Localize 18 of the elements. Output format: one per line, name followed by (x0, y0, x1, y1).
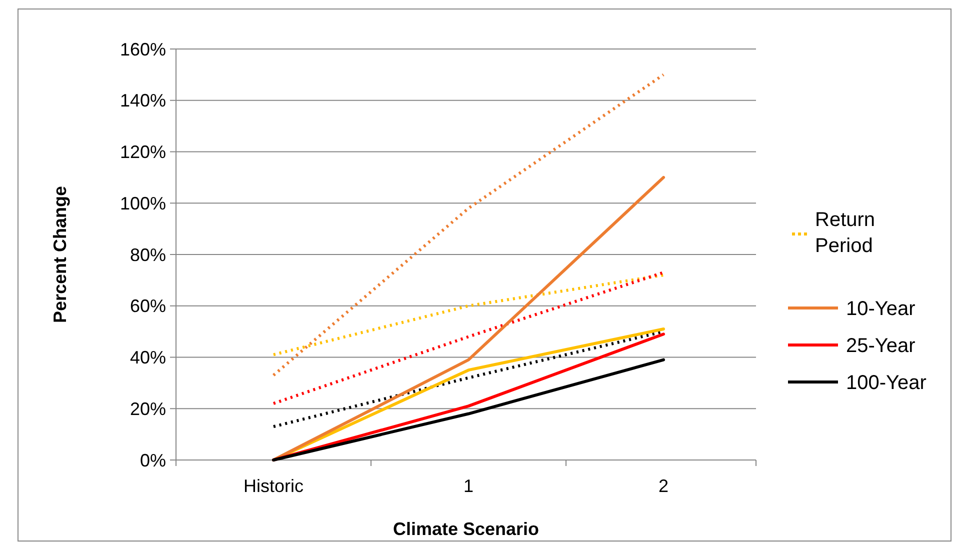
x-tick-label: Historic (243, 476, 304, 496)
x-tick-label: 2 (658, 476, 669, 496)
legend-label: Return Period (815, 209, 876, 257)
legend-label: 25-Year (846, 335, 916, 357)
x-axis-title: Climate Scenario (392, 519, 540, 539)
y-tick-label: 60% (130, 296, 166, 316)
y-tick-label: 160% (120, 39, 166, 60)
y-tick-label: 0% (140, 450, 166, 470)
y-tick-label: 120% (120, 142, 166, 162)
y-axis-title: Percent Change (50, 186, 70, 324)
y-tick-label: 100% (120, 193, 166, 214)
legend-label: 10-Year (846, 298, 916, 320)
y-tick-label: 20% (130, 398, 166, 419)
y-tick-label: 40% (130, 348, 166, 368)
legend-label: 100-Year (846, 372, 927, 394)
y-tick-label: 140% (120, 90, 166, 111)
y-tick-label: 80% (130, 244, 166, 265)
x-tick-label: 1 (463, 476, 474, 496)
